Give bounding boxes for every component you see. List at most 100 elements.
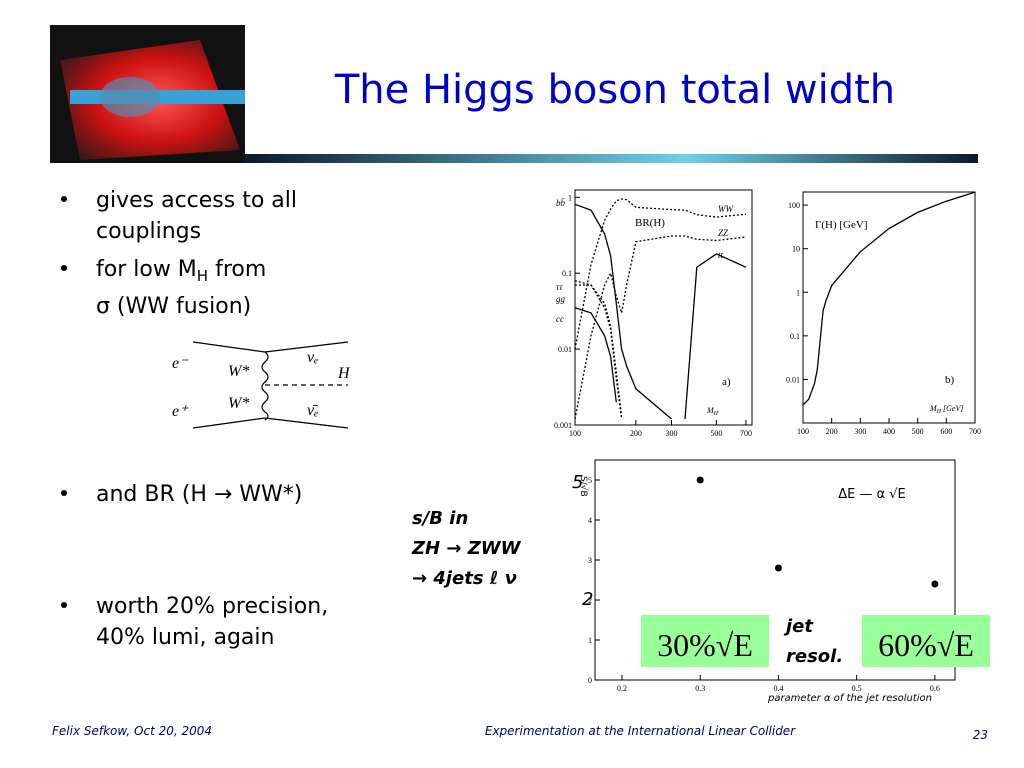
- series-label: cc: [556, 314, 564, 324]
- y-tick-label: 2: [588, 596, 592, 605]
- label: ν̄ₑ: [307, 402, 318, 419]
- annotation-text: s/B in: [412, 508, 468, 529]
- x-tick-label: 500: [710, 429, 722, 438]
- plot-frame: [574, 189, 753, 426]
- bullet-text: couplings: [96, 219, 201, 244]
- label: e⁻: [172, 355, 189, 372]
- series-line: [574, 307, 617, 403]
- y-tick-label: 0.1: [790, 332, 800, 341]
- x-tick-label: 0.5: [852, 684, 862, 693]
- x-tick-label: 500: [912, 427, 924, 436]
- panel-label: a): [722, 376, 731, 388]
- x-tick-label: 300: [854, 427, 866, 436]
- y-tick-label: 0.1: [562, 269, 572, 278]
- y-tick-label: 10: [792, 245, 800, 254]
- label: H: [337, 365, 351, 382]
- y-tick-label: 0.01: [558, 345, 572, 354]
- charts: 100 200 300 500 70010.10.010.001bb̄ττggccWWZ…: [554, 189, 981, 704]
- x-tick-label: 200: [826, 427, 838, 436]
- bullet-text: gives access to all: [96, 188, 297, 213]
- bullet-dot: [61, 490, 67, 496]
- y-tick-label: 100: [788, 201, 800, 210]
- y-tick-label: 1: [796, 288, 800, 297]
- series-line: [575, 284, 623, 417]
- label: νₑ: [307, 349, 318, 366]
- resolution-label: jet: [783, 616, 814, 637]
- x-tick-label: 0.4: [773, 684, 783, 693]
- panel-label: b): [945, 374, 955, 386]
- title: The Higgs boson total width: [334, 67, 895, 113]
- bullet-text: 40% lumi, again: [96, 625, 274, 650]
- series-label: gg: [556, 294, 566, 304]
- x-tick-label: 600: [940, 427, 952, 436]
- series-line: [574, 279, 623, 420]
- x-tick-label: 100: [569, 429, 581, 438]
- x-axis-label-sub: H: [713, 411, 719, 417]
- series-line: [684, 253, 747, 420]
- label: e⁺: [172, 403, 189, 420]
- x-tick-label: 700: [969, 427, 981, 436]
- label: W*: [228, 363, 249, 380]
- resolution-text: 30%√E: [657, 627, 753, 663]
- annotation-text: ZH → ZWW: [411, 538, 522, 559]
- data-point: [696, 476, 704, 484]
- y-tick-label: 0.01: [786, 375, 800, 384]
- annotation-text: → 4jets ℓ ν: [412, 568, 517, 589]
- bullet-text: σ (WW fusion): [96, 294, 251, 319]
- resolution-label: resol.: [786, 646, 843, 667]
- x-axis-label: parameter α of the jet resolution: [767, 693, 932, 704]
- series-line: [574, 235, 746, 420]
- x-axis-label-sub: H: [936, 409, 942, 415]
- label: W*: [228, 395, 249, 412]
- x-tick-label: 100: [797, 427, 809, 436]
- x-tick-label: 0.3: [695, 684, 705, 693]
- subscript: H: [197, 267, 208, 285]
- x-axis-label-main: M: [706, 406, 715, 415]
- series-line: [802, 191, 976, 406]
- footer-author: Felix Sefkow, Oct 20, 2004: [52, 724, 212, 738]
- footer-title: Experimentation at the International Lin…: [485, 724, 796, 738]
- y-tick-label: 0.001: [554, 421, 572, 430]
- y-tick-label: 4: [588, 516, 592, 525]
- x-tick-label: 400: [883, 427, 895, 436]
- x-tick-label: 0.2: [617, 684, 627, 693]
- x-axis-label: MH: [706, 406, 719, 417]
- bullets: gives access to all couplings for low MH…: [61, 188, 328, 650]
- x-axis-label: MH [GeV]: [929, 404, 963, 415]
- bullet-text: worth 20% precision,: [96, 594, 328, 619]
- annotation: s/B in ZH → ZWW → 4jets ℓ ν: [411, 508, 522, 589]
- feynman-labels: e⁻ e⁺ W* W* νₑ ν̄ₑ H: [172, 349, 351, 420]
- series-label: tt: [718, 250, 724, 260]
- resolution-box: [641, 615, 769, 667]
- y-tick-label: 3: [588, 556, 592, 565]
- chart-title: ΔE — α √E: [838, 487, 906, 502]
- annotation-mark: 2: [582, 589, 593, 610]
- y-axis-label: S/√B: [578, 476, 589, 497]
- x-tick-label: 200: [630, 429, 642, 438]
- y-tick-label: 5: [588, 476, 592, 485]
- bullet-dot: [61, 602, 67, 608]
- header-image: [50, 25, 245, 163]
- feynman-diagram: [192, 341, 349, 429]
- data-point: [774, 564, 782, 572]
- title-rule: [245, 154, 978, 163]
- bullet-text: and BR (H → WW*): [96, 482, 302, 507]
- series-line: [574, 198, 746, 350]
- x-tick-label: 0.6: [930, 684, 940, 693]
- resolution-box: [862, 615, 990, 667]
- chart-title: Γ(H) [GeV]: [815, 219, 867, 231]
- x-tick-label: 700: [740, 429, 752, 438]
- y-tick-label: 1: [568, 193, 572, 202]
- series-label: bb̄: [556, 198, 566, 208]
- x-tick-label: 300: [666, 429, 678, 438]
- resolution-text: 60%√E: [878, 627, 974, 663]
- page-number: 23: [973, 728, 988, 742]
- text: from: [208, 257, 266, 282]
- series-label: WW: [718, 204, 734, 214]
- plot-frame: [594, 459, 956, 681]
- y-tick-label: 1: [588, 636, 592, 645]
- x-axis-label-post: [GeV]: [941, 404, 963, 413]
- bullet-dot: [61, 265, 67, 271]
- series-line: [574, 203, 672, 420]
